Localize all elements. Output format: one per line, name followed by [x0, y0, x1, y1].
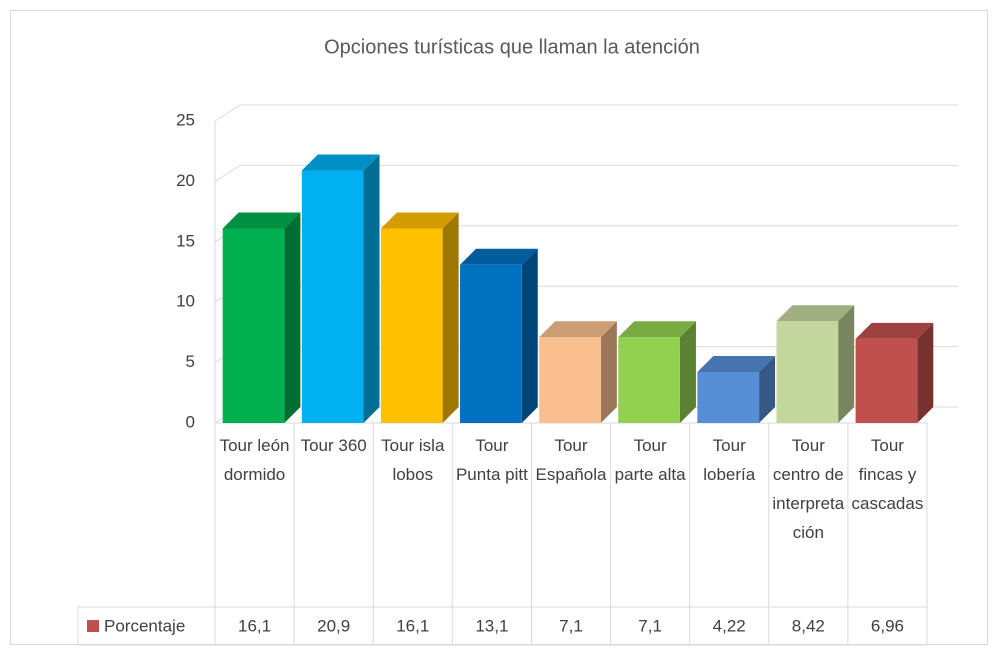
legend-label: Porcentaje [104, 616, 185, 635]
x-tick-label: Tour isla lobos [381, 436, 445, 484]
value-label: 6,96 [871, 616, 904, 635]
value-label: 7,1 [638, 616, 662, 635]
y-tick-label: 0 [186, 412, 195, 431]
y-tick-label: 15 [176, 231, 195, 250]
bar [855, 338, 918, 423]
bar [380, 228, 443, 423]
y-tick-label: 25 [176, 110, 195, 129]
bar-side [363, 154, 380, 423]
value-label: 7,1 [559, 616, 583, 635]
x-tick-label: Tour parte alta [614, 436, 686, 484]
x-tick-label: Tour lobería [703, 436, 756, 484]
bar-top [618, 321, 696, 338]
bar-top [222, 212, 301, 229]
bar [222, 228, 285, 423]
bar [301, 170, 364, 423]
bar-side [442, 212, 459, 423]
y-tick-label: 10 [176, 292, 195, 311]
bar-top [855, 322, 934, 339]
x-tick-label: Tour Punta pitt [455, 436, 528, 484]
bar-side [521, 248, 538, 423]
bar-side [917, 322, 934, 423]
bar-side [759, 356, 776, 423]
value-label: 4,22 [713, 616, 746, 635]
y-tick-label: 20 [176, 171, 195, 190]
bar [460, 264, 522, 423]
value-label: 13,1 [475, 616, 508, 635]
grid-line-side [214, 164, 241, 182]
bar-top [301, 154, 380, 171]
grid-line-side [214, 104, 241, 122]
bar [697, 372, 760, 423]
bar-top [697, 356, 776, 373]
bar-top [460, 248, 538, 265]
value-label: 16,1 [396, 616, 429, 635]
bar-top [380, 212, 459, 229]
bar [618, 337, 680, 423]
x-tick-label: Tour león dormido [219, 436, 290, 484]
value-label: 8,42 [792, 616, 825, 635]
bar-side [679, 321, 696, 423]
x-tick-label: Tour fincas y cascadas [851, 436, 924, 513]
bar-side [838, 305, 855, 423]
bar-top [776, 305, 855, 322]
bar-side [284, 212, 301, 423]
x-tick-label: Tour centro de interpretación [772, 436, 845, 542]
x-tick-label: Tour 360 [300, 436, 367, 455]
bar [776, 321, 839, 423]
y-tick-label: 5 [186, 352, 195, 371]
bar-top [539, 321, 617, 338]
x-tick-label: Tour Española [535, 436, 607, 484]
bar-side [600, 321, 617, 423]
bar [539, 337, 601, 423]
chart-title: Opciones turísticas que llaman la atenci… [324, 36, 700, 58]
value-label: 16,1 [238, 616, 271, 635]
value-label: 20,9 [317, 616, 350, 635]
legend-swatch [87, 620, 99, 632]
